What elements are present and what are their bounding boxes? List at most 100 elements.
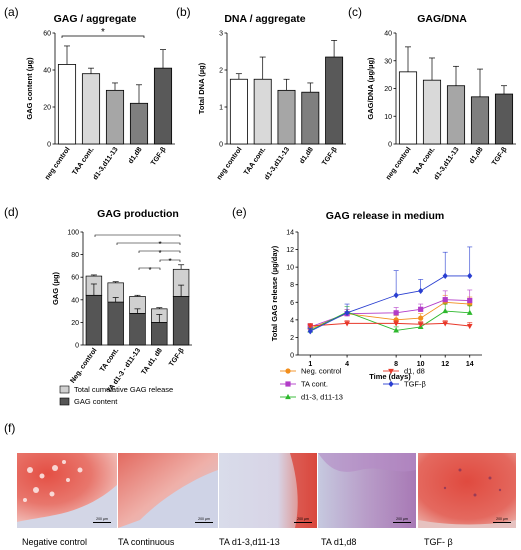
legend-e-label-3: d1, d8 xyxy=(404,367,425,376)
y-tick-label: 0 xyxy=(290,353,294,360)
scale-label-2: 200 µm xyxy=(198,517,210,521)
bar-a-0 xyxy=(57,64,77,145)
y-axis-label: Total GAG release (µg/day) xyxy=(270,245,279,341)
bar-d-content-0 xyxy=(85,294,103,346)
legend-e: Neg. control TA cont. d1-3, d11-13 d1, d8 TG… xyxy=(280,367,426,402)
category-label: TAA cont. xyxy=(243,146,267,176)
panel-e-letter: (e) xyxy=(232,205,247,219)
histology-image-ta-continuous xyxy=(118,453,218,528)
y-axis-label: GAG/DNA (µg/µg) xyxy=(366,57,375,120)
y-tick-label: 0 xyxy=(388,142,392,149)
x-tick-label: 12 xyxy=(441,361,449,368)
bar-d-content-2 xyxy=(129,313,146,346)
bar-b-3 xyxy=(301,91,320,145)
y-tick-label: 10 xyxy=(384,114,392,121)
point-3-5 xyxy=(466,323,473,330)
legend-d-label-content: GAG content xyxy=(74,397,118,406)
point-1-5 xyxy=(467,297,473,304)
significance-star-d4: * xyxy=(148,266,151,275)
bar-a-1 xyxy=(81,73,101,145)
x-tick-label: 4 xyxy=(345,361,349,368)
y-tick-label: 12 xyxy=(286,247,294,254)
histology-image-tgf-beta xyxy=(418,453,516,528)
category-label: TAA cont. xyxy=(71,146,95,176)
significance-star-d3: * xyxy=(168,257,171,266)
caption-tgf-beta: TGF- β xyxy=(424,537,453,547)
x-tick-label: 1 xyxy=(308,361,312,368)
bar-d-content-3 xyxy=(151,322,168,346)
y-axis-label: GAG content (µg) xyxy=(25,57,34,120)
category-label: d1-3,d11-13 xyxy=(433,146,461,181)
x-axis-label: Time (days) xyxy=(369,372,411,381)
y-tick-label: 100 xyxy=(67,230,79,237)
y-tick-label: 0 xyxy=(47,142,51,149)
category-label: neg control xyxy=(44,146,72,181)
histology-image-ta-d1-d8 xyxy=(318,453,416,528)
panel-a-letter: (a) xyxy=(4,5,19,19)
legend-d-swatch-release xyxy=(59,385,70,394)
panel-a-title: GAG / aggregate xyxy=(54,13,137,25)
scale-label-1: 200 µm xyxy=(96,517,108,521)
y-tick-label: 40 xyxy=(43,68,51,75)
bar-b-4 xyxy=(325,56,344,145)
category-label: d1-3,d11-13 xyxy=(264,146,292,181)
scale-label-5: 200 µm xyxy=(496,517,508,521)
point-0-2 xyxy=(393,317,399,323)
bar-b-1 xyxy=(253,78,272,145)
significance-d: * * * * xyxy=(94,234,181,275)
panel-e-title: GAG release in medium xyxy=(326,210,444,222)
y-tick-label: 60 xyxy=(71,275,79,282)
legend-e-marker-4 xyxy=(388,380,394,388)
panel-c-title: GAG/DNA xyxy=(417,13,467,25)
y-tick-label: 1 xyxy=(219,105,223,112)
point-3-2 xyxy=(393,321,399,327)
legend-e-marker-2 xyxy=(285,393,291,400)
category-label: d1,d8 xyxy=(468,146,484,165)
y-tick-label: 3 xyxy=(219,31,223,38)
legend-d-swatch-content xyxy=(59,397,70,406)
panel-c-letter: (c) xyxy=(348,5,362,19)
y-tick-label: 20 xyxy=(71,320,79,327)
significance-star-d2: * xyxy=(158,249,161,258)
bar-c-2 xyxy=(446,85,466,145)
caption-ta-d1-d8: TA d1,d8 xyxy=(321,537,356,547)
panel-f-letter: (f) xyxy=(4,421,15,435)
histology-image-ta-d1-3-d11-13 xyxy=(219,453,317,528)
point-2-2 xyxy=(393,327,399,333)
significance-a: * xyxy=(61,27,145,38)
point-1-3 xyxy=(418,306,424,312)
category-label: d1-3,d11-13 xyxy=(92,146,120,181)
caption-ta-d1-3-d11-13: TA d1-3,d11-13 xyxy=(219,537,280,547)
y-tick-label: 4 xyxy=(290,317,294,324)
y-tick-label: 40 xyxy=(384,31,392,38)
series-line-2 xyxy=(310,310,470,331)
category-label: TGF-β xyxy=(491,146,509,167)
point-4-5 xyxy=(467,272,473,280)
y-tick-label: 60 xyxy=(43,31,51,38)
point-4-4 xyxy=(442,272,448,280)
point-3-4 xyxy=(442,321,449,327)
scale-label-3: 200 µm xyxy=(297,517,309,521)
series-line-4 xyxy=(310,275,470,332)
legend-e-marker-1 xyxy=(285,381,291,387)
panel-b-title: DNA / aggregate xyxy=(224,13,305,25)
series-line-3 xyxy=(310,322,470,327)
y-tick-label: 10 xyxy=(286,265,294,272)
y-axis-label: GAG (µg) xyxy=(51,271,60,305)
significance-star-a: * xyxy=(101,27,105,38)
category-label: TGF-β xyxy=(150,146,168,167)
chart-gag-aggregate: 0 20 40 60 neg control TAA cont.d1-3,d11-13 d1… xyxy=(25,31,175,181)
panel-b-letter: (b) xyxy=(176,5,191,19)
legend-e-marker-3 xyxy=(388,368,394,375)
y-tick-label: 40 xyxy=(71,297,79,304)
point-1-4 xyxy=(442,297,448,303)
bar-a-3 xyxy=(129,102,149,145)
bar-b-0 xyxy=(229,78,248,145)
point-0-3 xyxy=(418,315,424,321)
point-1-2 xyxy=(393,310,399,316)
scale-label-4: 200 µm xyxy=(396,517,408,521)
point-3-0 xyxy=(307,323,314,330)
